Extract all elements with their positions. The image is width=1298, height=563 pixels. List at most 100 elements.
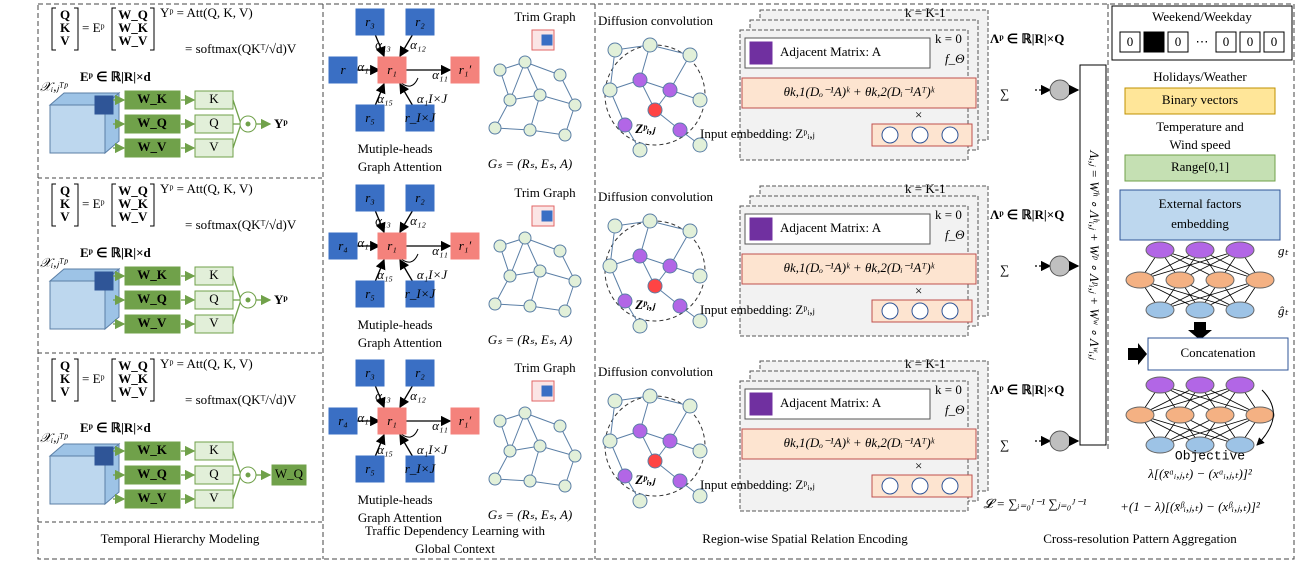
graph-node: [617, 468, 633, 484]
label: Mutiple-heads: [357, 141, 432, 156]
region-node: [405, 104, 435, 132]
label: = Eᵖ: [82, 371, 105, 386]
label: Yᵖ: [274, 116, 288, 131]
cube: [49, 104, 106, 154]
label: Q: [60, 183, 70, 198]
label: = Eᵖ: [82, 196, 105, 211]
neuron: [1185, 241, 1215, 259]
graph-node: [692, 137, 708, 153]
label: Q: [209, 115, 219, 130]
label: Adjacent Matrix: A: [780, 395, 882, 410]
outer-frame: [37, 3, 1295, 560]
graph-node: [662, 433, 678, 449]
graph-node: [692, 92, 708, 108]
label: Mutiple-heads: [357, 317, 432, 332]
label: Q: [60, 7, 70, 22]
embedding-unit: [881, 302, 899, 320]
label: External factors: [1159, 196, 1242, 211]
neuron: [1165, 406, 1195, 424]
formula-box: [741, 253, 977, 285]
neuron: [1165, 271, 1195, 289]
graph-node: [518, 231, 532, 245]
graph-node: [662, 258, 678, 274]
label: Mutiple-heads: [357, 492, 432, 507]
label: Q: [60, 358, 70, 373]
region-node: [405, 280, 435, 308]
graph-node: [518, 406, 532, 420]
matrix-icon: [749, 392, 773, 416]
bit-cell: [1215, 31, 1237, 53]
graph-node: [682, 398, 698, 414]
formula-box: [741, 428, 977, 460]
graph-node: [553, 68, 567, 82]
graph-node: [662, 82, 678, 98]
label: ∑: [1000, 437, 1009, 452]
activation: [1049, 430, 1071, 452]
graph-node: [503, 444, 517, 458]
graph-node: [558, 479, 572, 493]
input-frame: [1111, 5, 1293, 61]
bit-cell: [1143, 31, 1165, 53]
graph-node: [553, 244, 567, 258]
label: α₁₂: [410, 37, 426, 52]
label: α₁I×J: [417, 442, 448, 457]
neuron: [1145, 436, 1175, 454]
embedding-unit: [941, 126, 959, 144]
weight-box: [124, 266, 181, 286]
label: α₁₃: [375, 213, 391, 228]
graph-node: [558, 128, 572, 142]
label: W_Q: [137, 115, 167, 130]
graph-node: [647, 278, 663, 294]
concat-box: [1147, 337, 1289, 371]
region-node: [405, 359, 435, 387]
region-node: [355, 359, 385, 387]
region-node: [328, 56, 358, 84]
label: ∑: [1000, 262, 1009, 277]
region-node: [450, 407, 480, 435]
label: Weekend/Weekday: [1152, 9, 1252, 24]
fusion-box: [1079, 64, 1107, 446]
label: V: [209, 315, 219, 330]
label: Graph Attention: [358, 159, 443, 174]
label: W_K: [137, 91, 168, 106]
graph-node: [493, 63, 507, 77]
label: 𝓛 = ∑ᵢ₌₀ᴵ⁻¹ ∑ⱼ₌₀ᴶ⁻¹: [984, 496, 1087, 511]
graph-node: [672, 473, 688, 489]
label: Objective: [1175, 448, 1245, 463]
label: Zᵖᵢ,ⱼ: [634, 297, 656, 312]
label: α₁₂: [410, 388, 426, 403]
graph-node: [523, 123, 537, 137]
neuron: [1205, 271, 1235, 289]
neuron: [1225, 301, 1255, 319]
label: W_Q: [137, 466, 167, 481]
label: Concatenation: [1180, 345, 1256, 360]
label: r₁′: [459, 413, 472, 428]
region-node: [377, 56, 407, 84]
graph-node: [632, 318, 648, 334]
weight-box: [124, 90, 181, 110]
cube-corner: [94, 95, 114, 115]
label: Trim Graph: [514, 9, 576, 24]
graph-node: [602, 82, 618, 98]
label: Zᵖᵢ,ⱼ: [634, 121, 656, 136]
graph-node: [533, 264, 547, 278]
arrow: [1139, 249, 1241, 281]
label: Λᵖ ∈ ℝ|R|×Q: [990, 207, 1064, 222]
graph-node: [488, 472, 502, 486]
label: r₄: [338, 413, 348, 428]
label: k = 0: [935, 382, 962, 397]
label: Adjacent Matrix: A: [780, 220, 882, 235]
label: Temperature and: [1156, 119, 1244, 134]
label: K: [209, 91, 219, 106]
label: 𝒳ᵢ,ⱼᵀᵖ: [40, 79, 69, 94]
embedding-unit: [911, 477, 929, 495]
panel-title: Temporal Hierarchy Modeling: [101, 531, 260, 546]
bracket: [51, 358, 155, 402]
neuron: [1205, 406, 1235, 424]
arrow: [232, 450, 242, 476]
label: ×: [915, 107, 922, 122]
label: r₂: [415, 14, 425, 29]
graph-node: [533, 88, 547, 102]
label: V: [60, 209, 70, 224]
label: Gₛ = (Rₛ, Eₛ, A): [488, 332, 572, 347]
